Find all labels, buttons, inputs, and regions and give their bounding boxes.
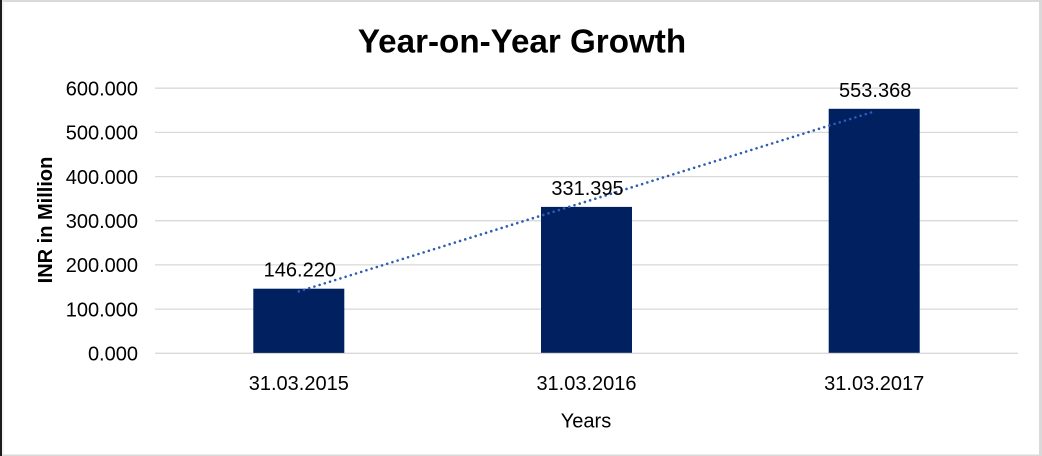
svg-text:Years: Years bbox=[561, 411, 611, 433]
svg-text:INR in Million: INR in Million bbox=[35, 157, 57, 284]
svg-text:100.000: 100.000 bbox=[66, 299, 138, 321]
svg-text:31.03.2015: 31.03.2015 bbox=[249, 373, 349, 395]
svg-text:500.000: 500.000 bbox=[66, 123, 138, 145]
svg-text:Year-on-Year Growth: Year-on-Year Growth bbox=[358, 24, 686, 61]
svg-text:146.220: 146.220 bbox=[264, 260, 336, 282]
svg-text:400.000: 400.000 bbox=[66, 167, 138, 189]
svg-text:553.368: 553.368 bbox=[839, 80, 911, 102]
svg-text:600.000: 600.000 bbox=[66, 78, 138, 100]
svg-text:31.03.2016: 31.03.2016 bbox=[536, 373, 636, 395]
svg-text:331.395: 331.395 bbox=[551, 178, 623, 200]
svg-text:0.000: 0.000 bbox=[88, 344, 138, 366]
svg-text:300.000: 300.000 bbox=[66, 211, 138, 233]
svg-text:31.03.2017: 31.03.2017 bbox=[824, 373, 924, 395]
svg-text:200.000: 200.000 bbox=[66, 255, 138, 277]
